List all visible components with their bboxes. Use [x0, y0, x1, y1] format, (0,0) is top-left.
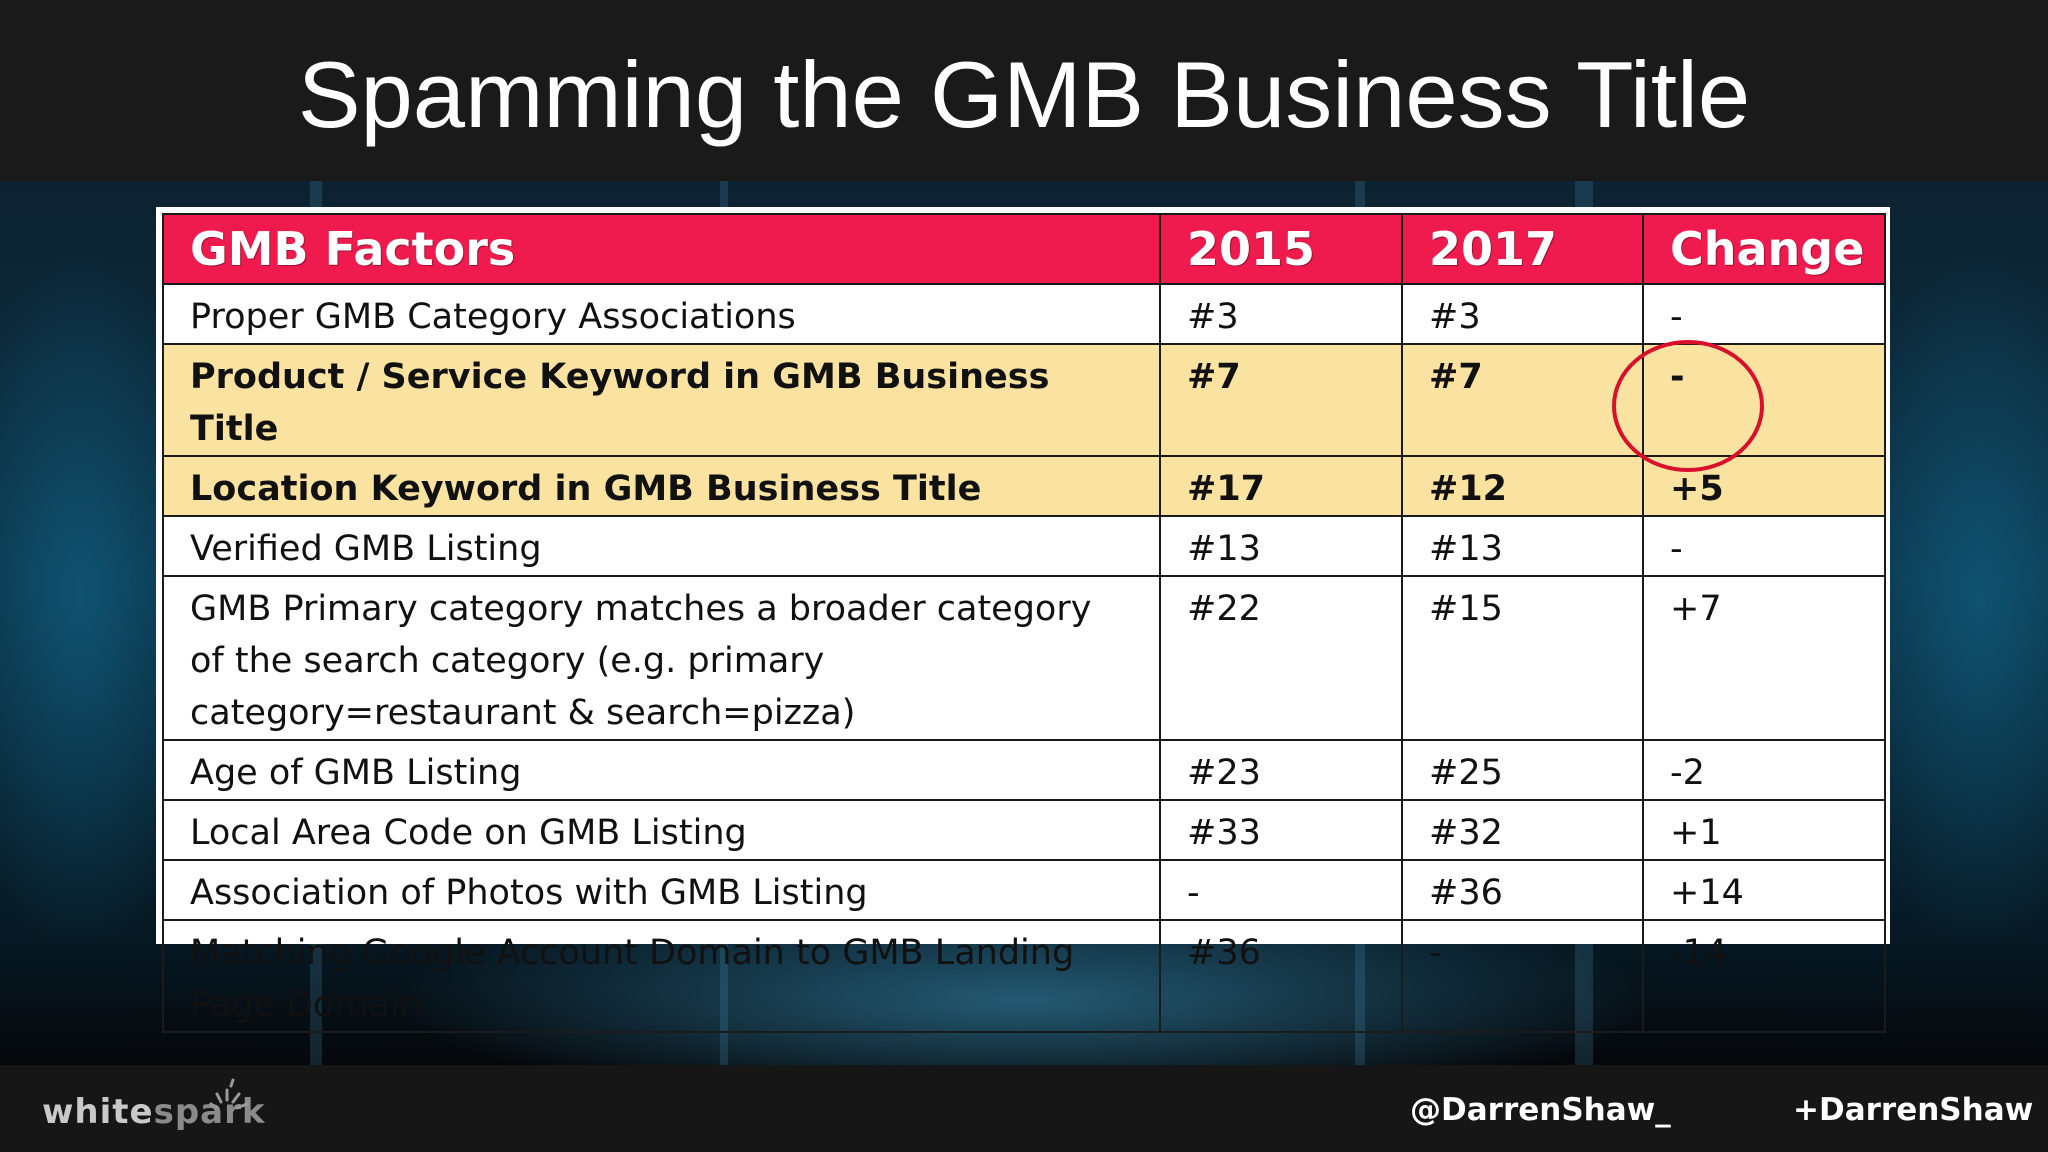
change-cell: +5 [1642, 455, 1886, 517]
table-row: GMB Primary category matches a broader c… [162, 575, 1886, 741]
change-cell: -14 [1642, 919, 1886, 1033]
header-2017: 2017 [1401, 213, 1644, 285]
header-change: Change [1642, 213, 1886, 285]
factor-cell: Association of Photos with GMB Listing [162, 859, 1161, 921]
factors-table-card: GMB Factors 2015 2017 Change Proper GMB … [156, 207, 1890, 1033]
factor-cell: Verified GMB Listing [162, 515, 1161, 577]
table-row: Proper GMB Category Associations #3 #3 - [162, 283, 1886, 345]
factor-cell: Matching Google Account Domain to GMB La… [162, 919, 1161, 1033]
rank-2015-cell: #3 [1159, 283, 1403, 345]
factor-cell: Local Area Code on GMB Listing [162, 799, 1161, 861]
rank-2015-cell: #33 [1159, 799, 1403, 861]
footer-bar [0, 1065, 2048, 1152]
spark-icon [209, 1078, 249, 1110]
change-cell: -2 [1642, 739, 1886, 801]
logo-text-white: white [42, 1092, 154, 1132]
table-row: Association of Photos with GMB Listing -… [162, 859, 1886, 921]
red-circle-annotation-icon [1612, 340, 1764, 472]
title-bar [0, 0, 2048, 181]
rank-2015-cell: #17 [1159, 455, 1403, 517]
factors-table: GMB Factors 2015 2017 Change Proper GMB … [162, 213, 1886, 1033]
table-row-highlighted: Product / Service Keyword in GMB Busines… [162, 343, 1886, 457]
rank-2017-cell: #12 [1401, 455, 1644, 517]
header-2015: 2015 [1159, 213, 1403, 285]
factor-cell: GMB Primary category matches a broader c… [162, 575, 1161, 741]
rank-2017-cell: #15 [1401, 575, 1644, 741]
rank-2015-cell: #36 [1159, 919, 1403, 1033]
rank-2017-cell: #7 [1401, 343, 1644, 457]
header-gmb-factors: GMB Factors [162, 213, 1161, 285]
change-cell: - [1642, 515, 1886, 577]
change-cell: +1 [1642, 799, 1886, 861]
logo-text-spark: spark [153, 1092, 266, 1132]
table-row: Matching Google Account Domain to GMB La… [162, 919, 1886, 1033]
change-cell: +14 [1642, 859, 1886, 921]
change-cell: - [1642, 283, 1886, 345]
rank-2017-cell: #13 [1401, 515, 1644, 577]
rank-2017-cell: - [1401, 919, 1644, 1033]
rank-2017-cell: #3 [1401, 283, 1644, 345]
factor-cell: Location Keyword in GMB Business Title [162, 455, 1161, 517]
gplus-handle: +DarrenShaw [1793, 1092, 2034, 1128]
twitter-handle: @DarrenShaw_ [1410, 1092, 1671, 1128]
slide-title: Spamming the GMB Business Title [297, 42, 1751, 147]
table-header-row: GMB Factors 2015 2017 Change [162, 213, 1886, 285]
table-row: Verified GMB Listing #13 #13 - [162, 515, 1886, 577]
factor-cell: Proper GMB Category Associations [162, 283, 1161, 345]
rank-2015-cell: - [1159, 859, 1403, 921]
rank-2015-cell: #22 [1159, 575, 1403, 741]
rank-2017-cell: #32 [1401, 799, 1644, 861]
table-row: Local Area Code on GMB Listing #33 #32 +… [162, 799, 1886, 861]
table-row: Age of GMB Listing #23 #25 -2 [162, 739, 1886, 801]
rank-2015-cell: #13 [1159, 515, 1403, 577]
rank-2017-cell: #36 [1401, 859, 1644, 921]
whitespark-logo: whitespark [42, 1078, 266, 1140]
change-cell: - [1642, 343, 1886, 457]
change-cell: +7 [1642, 575, 1886, 741]
rank-2015-cell: #7 [1159, 343, 1403, 457]
factor-cell: Age of GMB Listing [162, 739, 1161, 801]
rank-2017-cell: #25 [1401, 739, 1644, 801]
table-row-highlighted: Location Keyword in GMB Business Title #… [162, 455, 1886, 517]
factor-cell: Product / Service Keyword in GMB Busines… [162, 343, 1161, 457]
rank-2015-cell: #23 [1159, 739, 1403, 801]
